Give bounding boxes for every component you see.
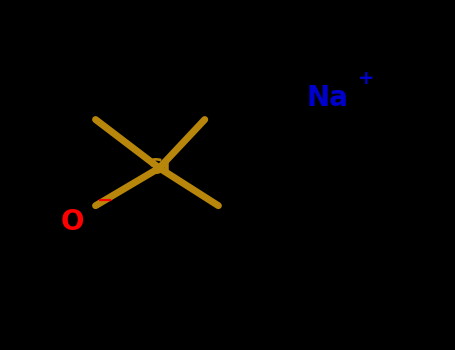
- Text: Na: Na: [307, 84, 349, 112]
- Text: −: −: [96, 191, 113, 210]
- Text: O: O: [61, 208, 85, 236]
- Text: +: +: [358, 69, 374, 88]
- Text: Si: Si: [147, 158, 171, 178]
